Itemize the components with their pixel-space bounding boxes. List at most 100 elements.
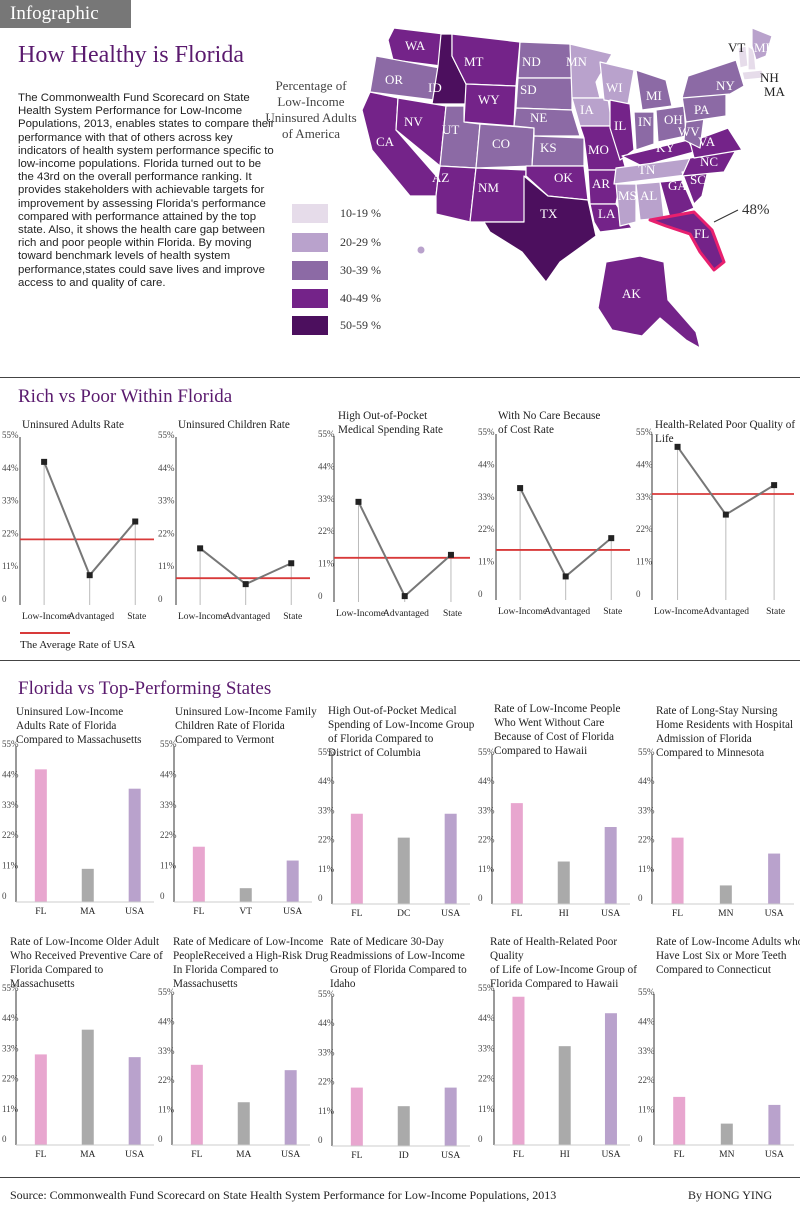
y-tick-label: 0	[478, 589, 483, 599]
y-tick-label: 44%	[158, 1016, 175, 1026]
y-tick-label: 44%	[318, 1018, 335, 1028]
y-tick-label: 11%	[158, 1105, 175, 1115]
infographic-tag: Infographic	[0, 0, 131, 28]
chart-title-line: Spending of Low-Income Group	[328, 719, 475, 731]
y-tick-label: 33%	[638, 805, 655, 815]
y-tick-label: 55%	[478, 983, 495, 993]
chart-title-line: Massachusetts	[173, 978, 238, 990]
bar	[239, 888, 252, 902]
bar-chart: 0 11% 22% 33% 44% 55% FL MA USA	[2, 739, 154, 917]
y-tick-label: 22%	[2, 830, 19, 840]
chart-title-line: Rate of Low-Income Older Adult	[10, 936, 160, 948]
page-title: How Healthy is Florida	[18, 42, 244, 68]
chart-title-line: Uninsured Adults Rate	[22, 419, 124, 431]
y-tick-label: 22%	[638, 1075, 655, 1085]
chart-title-line: PeopleReceived a High-Risk Drug	[173, 950, 329, 962]
y-tick-label: 44%	[478, 459, 495, 469]
category-label: FL	[351, 909, 362, 919]
y-tick-label: 22%	[638, 835, 655, 845]
series-line	[357, 501, 452, 598]
category-label: Low-Income	[22, 612, 71, 622]
chart-title-line: Who Went Without Care	[494, 717, 605, 729]
chart-title-line: Rate of Low-Income Adults who	[656, 936, 800, 948]
chart-title-line: Uninsured Low-Income	[16, 706, 124, 718]
chart-title-line: Compared to Vermont	[175, 734, 275, 746]
state-label: GA	[668, 178, 687, 193]
state-label: WY	[478, 92, 500, 107]
bar	[671, 837, 684, 904]
y-tick-label: 33%	[2, 800, 19, 810]
legend-item: 10-19 %	[292, 204, 422, 223]
map-title: Percentage of Low-Income Uninsured Adult…	[252, 78, 370, 142]
y-tick-label: 55%	[158, 987, 175, 997]
usa-average-legend-label: The Average Rate of USA	[20, 639, 136, 651]
category-label: FL	[513, 1150, 524, 1160]
bar-chart: 0 11% 22% 33% 44% 55% FL MA USA	[158, 987, 310, 1160]
bar-chart-title: Rate of Medicare 30-Day Readmissions of …	[330, 935, 490, 991]
bar	[768, 853, 781, 904]
state-label: NH	[760, 70, 779, 85]
legend-label: 40-49 %	[340, 291, 381, 305]
category-label: USA	[125, 907, 144, 917]
chart-title-line: Admission of Florida	[656, 733, 752, 745]
chart-title-line: High Out-of-Pocket	[338, 410, 428, 422]
y-tick-label: 0	[636, 589, 641, 599]
state-label: LA	[598, 206, 616, 221]
chart-title-line: Readmissions of Low-Income	[330, 950, 465, 962]
data-point	[41, 458, 48, 465]
category-label: State	[603, 607, 622, 617]
y-tick-label: 0	[318, 1135, 323, 1145]
bar	[190, 1064, 203, 1145]
chart-title-line: Adults Rate of Florida	[16, 720, 117, 732]
y-tick-label: 55%	[478, 747, 495, 757]
state-label: AK	[622, 286, 641, 301]
state-FL	[648, 210, 726, 272]
legend-swatch	[292, 261, 328, 280]
data-point	[517, 485, 524, 492]
category-label: USA	[441, 909, 460, 919]
state-label: CA	[376, 134, 395, 149]
chart-title-line: Rate of Medicare of Low-Income	[173, 936, 324, 948]
state-GA	[659, 179, 695, 219]
chart-title-line: Who Received Preventive Care of	[10, 950, 163, 962]
category-label: FL	[35, 1150, 46, 1160]
state-label: WI	[606, 80, 623, 95]
y-tick-label: 55%	[636, 427, 653, 437]
bar	[397, 837, 410, 904]
y-tick-label: 33%	[158, 1046, 175, 1056]
bar-chart: 0 11% 22% 33% 44% 55% FL DC USA	[318, 747, 470, 919]
bar-chart-title: Rate of Health-Related Poor Quality of L…	[490, 935, 650, 991]
state-label: VA	[698, 134, 716, 149]
state-label: KY	[656, 140, 675, 155]
chart-title-line: Compared to Massachusetts	[16, 734, 142, 746]
chart-title-line: With No Care Because	[498, 410, 601, 422]
chart-title-line: of Life of Low-Income Group of	[490, 964, 637, 976]
state-label: MI	[646, 88, 662, 103]
y-tick-label: 33%	[318, 805, 335, 815]
data-point	[288, 560, 295, 567]
y-tick-label: 44%	[636, 459, 653, 469]
state-NY	[681, 59, 745, 99]
y-tick-label: 44%	[638, 776, 655, 786]
y-tick-label: 11%	[478, 864, 495, 874]
y-tick-label: 22%	[158, 1075, 175, 1085]
y-tick-label: 11%	[318, 1106, 335, 1116]
y-tick-label: 0	[158, 594, 163, 604]
category-label: USA	[765, 1150, 784, 1160]
chart-title-line: Rate of Health-Related Poor Quality	[490, 936, 618, 962]
y-tick-label: 22%	[636, 524, 653, 534]
state-label: AL	[640, 188, 657, 203]
y-tick-label: 33%	[2, 496, 19, 506]
category-label: DC	[397, 909, 410, 919]
state-label: MA	[764, 84, 786, 99]
y-tick-label: 22%	[318, 835, 335, 845]
bar-chart-title: Rate of Low-Income Older Adult Who Recei…	[10, 935, 170, 991]
bar-chart-title: Rate of Low-Income Adults who Have Lost …	[656, 935, 800, 977]
state-label: MS	[618, 188, 637, 203]
state-label: OH	[664, 112, 683, 127]
y-tick-label: 11%	[160, 861, 177, 871]
bar-chart: 0 11% 22% 33% 44% 55% FL VT USA	[160, 739, 312, 917]
category-label: FL	[193, 907, 204, 917]
source-note: Source: Commonwealth Fund Scorecard on S…	[10, 1188, 557, 1202]
